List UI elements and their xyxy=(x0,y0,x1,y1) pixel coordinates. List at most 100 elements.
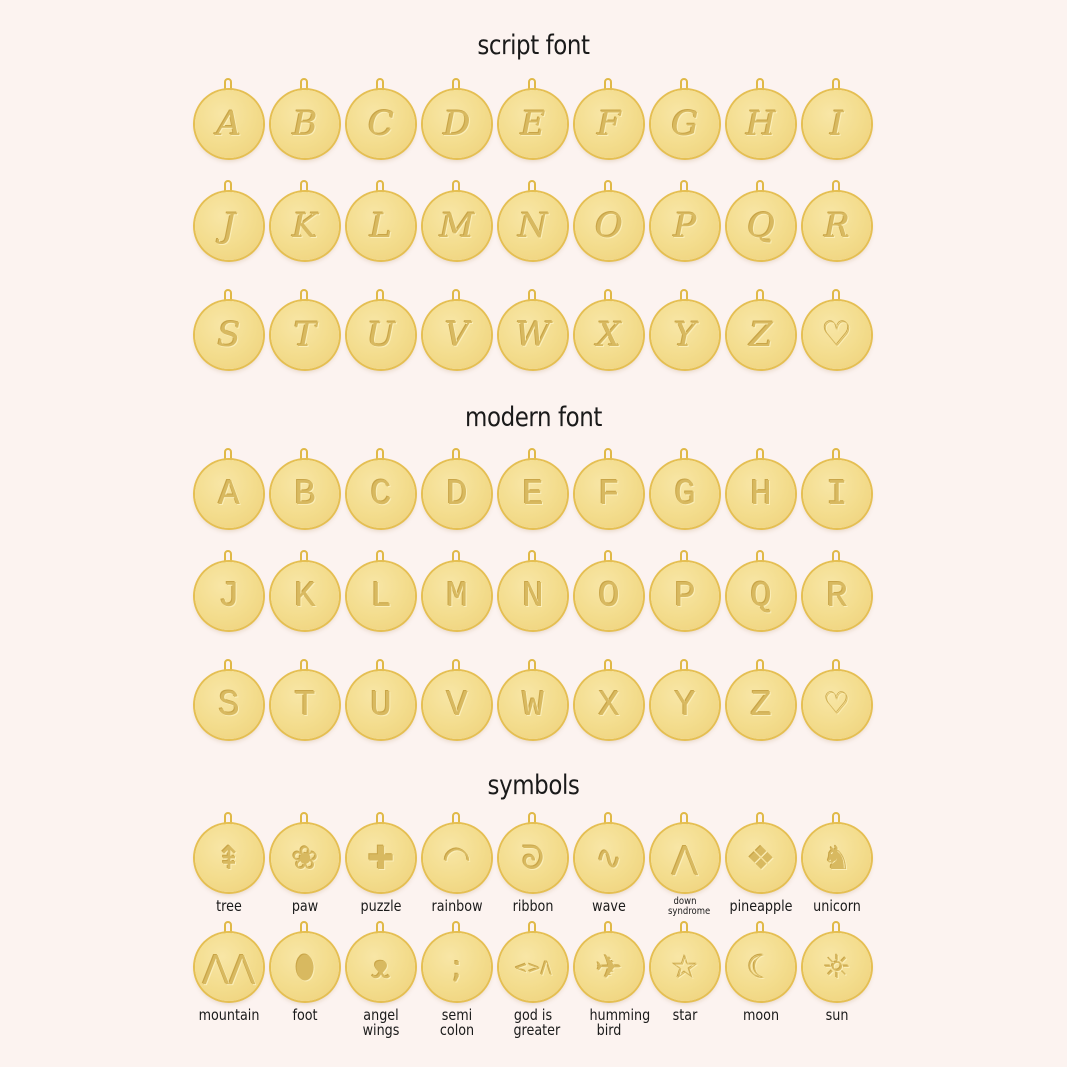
charm[interactable]: G xyxy=(651,448,719,528)
charm-disc: ᴥ xyxy=(347,933,415,1001)
charm[interactable]: ☆ xyxy=(651,921,719,1001)
charm[interactable]: H xyxy=(727,448,795,528)
symbol-label: mountain xyxy=(198,1006,260,1024)
charm-disc: U xyxy=(347,671,415,739)
charm-disc: ☾ xyxy=(727,933,795,1001)
charm-disc: J xyxy=(195,192,263,260)
charm[interactable]: P xyxy=(651,180,719,260)
charm[interactable]: E xyxy=(499,78,567,158)
charm[interactable]: ⇞ xyxy=(195,812,263,892)
charm[interactable]: ⬮ xyxy=(271,921,339,1001)
charm-disc: ᘐ xyxy=(499,824,567,892)
charm[interactable]: B xyxy=(271,448,339,528)
pineapple-icon: ❖ xyxy=(746,839,776,877)
charm[interactable]: Z xyxy=(727,289,795,369)
charm-disc: W xyxy=(499,671,567,739)
charm[interactable]: S xyxy=(195,289,263,369)
charm[interactable]: A xyxy=(195,78,263,158)
charm[interactable]: X xyxy=(575,289,643,369)
charm[interactable]: Y xyxy=(651,289,719,369)
charm[interactable]: L xyxy=(347,550,415,630)
charm-disc: W xyxy=(499,301,567,369)
charm[interactable]: ♡ xyxy=(803,659,871,739)
charm[interactable]: R xyxy=(803,180,871,260)
charm[interactable]: ⋀⋀ xyxy=(195,921,263,1001)
charm[interactable]: ᴥ xyxy=(347,921,415,1001)
charm[interactable]: ; xyxy=(423,921,491,1001)
charm[interactable]: Q xyxy=(727,180,795,260)
charm[interactable]: B xyxy=(271,78,339,158)
symbol-label: unicorn xyxy=(813,897,861,915)
charm[interactable]: V xyxy=(423,659,491,739)
engraved-letter: R xyxy=(824,206,850,246)
charm-disc: T xyxy=(271,301,339,369)
charm[interactable]: U xyxy=(347,289,415,369)
charm[interactable]: ∿ xyxy=(575,812,643,892)
charm[interactable]: T xyxy=(271,659,339,739)
charm[interactable]: ◠ xyxy=(423,812,491,892)
charm[interactable]: C xyxy=(347,448,415,528)
charm[interactable]: J xyxy=(195,180,263,260)
charm[interactable]: V xyxy=(423,289,491,369)
charm[interactable]: N xyxy=(499,180,567,260)
charm[interactable]: ☼ xyxy=(803,921,871,1001)
charm[interactable]: ⋀ xyxy=(651,812,719,892)
charm[interactable]: D xyxy=(423,448,491,528)
mountain-icon: ⋀⋀ xyxy=(202,948,256,986)
charm[interactable]: T xyxy=(271,289,339,369)
moon-icon: ☾ xyxy=(746,948,776,986)
charm[interactable]: ♞ xyxy=(803,812,871,892)
charm[interactable]: D xyxy=(423,78,491,158)
charm[interactable]: W xyxy=(499,289,567,369)
engraved-letter: U xyxy=(370,684,392,726)
charm[interactable]: U xyxy=(347,659,415,739)
charm[interactable]: O xyxy=(575,550,643,630)
charm[interactable]: ❀ xyxy=(271,812,339,892)
charm[interactable]: Y xyxy=(651,659,719,739)
charm[interactable]: C xyxy=(347,78,415,158)
charm[interactable]: P xyxy=(651,550,719,630)
charm[interactable]: ♡ xyxy=(803,289,871,369)
charm[interactable]: K xyxy=(271,180,339,260)
charm[interactable]: N xyxy=(499,550,567,630)
charm[interactable]: Q xyxy=(727,550,795,630)
charm[interactable]: O xyxy=(575,180,643,260)
charm[interactable]: ❖ xyxy=(727,812,795,892)
engraved-letter: C xyxy=(370,473,392,515)
engraved-letter: S xyxy=(218,684,240,726)
rainbow-icon: ◠ xyxy=(443,839,471,877)
charm-disc: R xyxy=(803,192,871,260)
charm[interactable]: M xyxy=(423,180,491,260)
charm[interactable]: ☾ xyxy=(727,921,795,1001)
charm[interactable]: J xyxy=(195,550,263,630)
charm[interactable]: <>/\ xyxy=(499,921,567,1001)
charm-disc: C xyxy=(347,460,415,528)
charm[interactable]: G xyxy=(651,78,719,158)
charm[interactable]: R xyxy=(803,550,871,630)
charm[interactable]: ✈ xyxy=(575,921,643,1001)
charm-disc: K xyxy=(271,192,339,260)
heart-icon: ♡ xyxy=(826,685,848,727)
charm[interactable]: E xyxy=(499,448,567,528)
charm[interactable]: W xyxy=(499,659,567,739)
charm[interactable]: F xyxy=(575,448,643,528)
charm[interactable]: F xyxy=(575,78,643,158)
charm[interactable]: ✚ xyxy=(347,812,415,892)
charm[interactable]: M xyxy=(423,550,491,630)
charm-disc: X xyxy=(575,671,643,739)
engraved-letter: J xyxy=(222,206,236,246)
charm[interactable]: S xyxy=(195,659,263,739)
engraved-letter: Q xyxy=(747,206,775,246)
charm[interactable]: I xyxy=(803,448,871,528)
charm[interactable]: Z xyxy=(727,659,795,739)
charm-disc: F xyxy=(575,460,643,528)
hummingbird-icon: ✈ xyxy=(595,948,623,986)
charm[interactable]: H xyxy=(727,78,795,158)
charm[interactable]: X xyxy=(575,659,643,739)
charm[interactable]: K xyxy=(271,550,339,630)
charm[interactable]: I xyxy=(803,78,871,158)
charm[interactable]: L xyxy=(347,180,415,260)
charm[interactable]: ᘐ xyxy=(499,812,567,892)
charm-disc: G xyxy=(651,90,719,158)
charm[interactable]: A xyxy=(195,448,263,528)
